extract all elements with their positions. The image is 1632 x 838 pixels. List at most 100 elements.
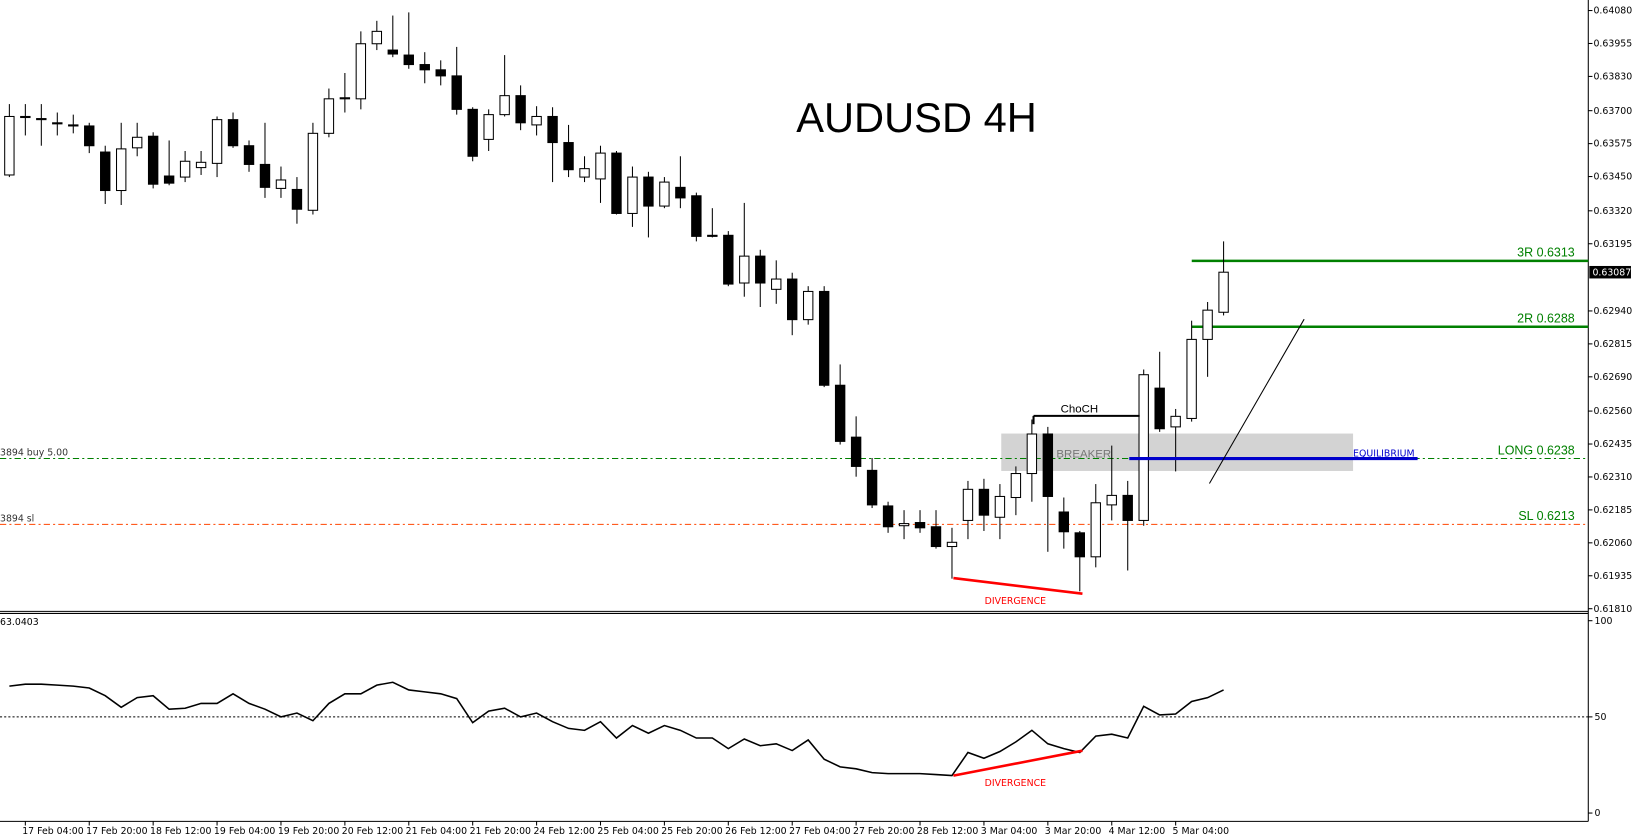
candle-body bbox=[691, 195, 702, 237]
x-tick-label: 5 Mar 04:00 bbox=[1173, 826, 1230, 837]
trend-line bbox=[1208, 318, 1305, 484]
indicator-tick-label: 50 bbox=[1595, 712, 1607, 723]
candle-body bbox=[723, 234, 734, 285]
candle-body bbox=[4, 115, 15, 176]
candle-body bbox=[1154, 387, 1165, 430]
candle-body bbox=[371, 30, 383, 45]
candle-body bbox=[755, 255, 766, 284]
x-tick-label: 21 Feb 04:00 bbox=[406, 826, 467, 837]
candle-body bbox=[115, 148, 127, 192]
candle-body bbox=[179, 160, 191, 178]
candle-body bbox=[323, 98, 335, 134]
candle-body bbox=[1074, 532, 1085, 558]
candle-body bbox=[339, 97, 351, 100]
indicator-label: 63.0403 bbox=[0, 617, 39, 628]
candle-body bbox=[307, 132, 319, 211]
candle-body bbox=[850, 436, 862, 467]
x-tick-label: 17 Feb 20:00 bbox=[86, 826, 147, 837]
candle-body bbox=[243, 145, 255, 165]
y-tick-label: 0.63195 bbox=[1593, 239, 1632, 250]
x-tick-label: 25 Feb 04:00 bbox=[597, 826, 658, 837]
candle-body bbox=[163, 175, 175, 184]
x-tick-label: 3 Mar 20:00 bbox=[1045, 826, 1102, 837]
candle-body bbox=[467, 108, 478, 157]
divergence-line bbox=[953, 576, 1083, 595]
breaker-label: BREAKER bbox=[1056, 448, 1111, 460]
candle-body bbox=[627, 176, 638, 214]
current-price-box bbox=[1589, 265, 1631, 279]
candle-body bbox=[147, 135, 159, 185]
candle-body bbox=[131, 136, 143, 149]
candle-body bbox=[707, 234, 718, 237]
candle-body bbox=[275, 179, 287, 189]
candle-body bbox=[515, 95, 526, 124]
candle-body bbox=[962, 488, 974, 521]
marks: 0.64080 0.63955 0.63830 0.63700 0.63575 0.634… bbox=[0, 6, 1632, 837]
candle-body bbox=[419, 64, 430, 71]
candle-body bbox=[787, 278, 798, 321]
candle-body bbox=[675, 186, 686, 199]
candle-body bbox=[1090, 502, 1101, 558]
candle-body bbox=[1122, 494, 1133, 521]
x-tick-label: 18 Feb 12:00 bbox=[150, 826, 211, 837]
x-tick-label: 28 Feb 12:00 bbox=[917, 826, 978, 837]
level-label: 3R 0.6313 bbox=[1517, 246, 1575, 260]
candle-body bbox=[1010, 473, 1022, 499]
candle-body bbox=[403, 54, 414, 66]
y-tick-label: 0.61935 bbox=[1593, 571, 1632, 582]
y-tick-label: 0.62560 bbox=[1593, 406, 1632, 417]
candle-body bbox=[355, 43, 367, 100]
candle-body bbox=[771, 278, 782, 290]
candle-body bbox=[1202, 309, 1213, 340]
x-tick-label: 4 Mar 12:00 bbox=[1109, 826, 1166, 837]
x-tick-label: 26 Feb 12:00 bbox=[725, 826, 786, 837]
level-label: SL 0.6213 bbox=[1518, 509, 1574, 523]
candle-body bbox=[882, 505, 894, 528]
candle-body bbox=[914, 522, 926, 529]
divergence-line bbox=[953, 749, 1083, 777]
breaker-zone bbox=[1001, 433, 1354, 471]
candle-body bbox=[978, 488, 990, 516]
candle-body bbox=[579, 168, 590, 178]
candle-body bbox=[739, 255, 750, 284]
divergence-label: DIVERGENCE bbox=[985, 596, 1047, 607]
candle-body bbox=[946, 541, 958, 548]
candle-body bbox=[930, 526, 942, 548]
candle-body bbox=[531, 115, 542, 126]
candle-body bbox=[866, 469, 878, 506]
candle-body bbox=[211, 119, 223, 164]
x-tick-label: 25 Feb 20:00 bbox=[661, 826, 722, 837]
choch-label: ChoCH bbox=[1061, 404, 1099, 416]
indicator-tick-label: 0 bbox=[1595, 808, 1601, 819]
y-tick-label: 0.64080 bbox=[1593, 6, 1632, 17]
indicator-line bbox=[9, 681, 1224, 777]
current-price-label: 0.63087 bbox=[1592, 267, 1631, 278]
divergence-label: DIVERGENCE bbox=[985, 778, 1047, 789]
candle-body bbox=[195, 161, 207, 169]
candle-body bbox=[1106, 494, 1117, 506]
candle-body bbox=[387, 49, 399, 55]
candle-body bbox=[1026, 433, 1038, 475]
candle-body bbox=[1186, 338, 1197, 419]
candle-body bbox=[898, 523, 910, 527]
level-label: 2R 0.6288 bbox=[1517, 312, 1575, 326]
candle-body bbox=[1218, 271, 1229, 313]
candle-body bbox=[643, 176, 654, 207]
candle-body bbox=[20, 115, 31, 119]
candle-body bbox=[483, 114, 494, 140]
candle-body bbox=[435, 69, 446, 77]
candle-body bbox=[291, 188, 303, 210]
candle-body bbox=[52, 122, 63, 125]
y-tick-label: 0.62690 bbox=[1593, 372, 1632, 383]
candle-body bbox=[802, 290, 814, 321]
y-tick-label: 0.62060 bbox=[1593, 538, 1632, 549]
indicator-tick-label: 100 bbox=[1595, 616, 1613, 627]
level-label: LONG 0.6238 bbox=[1498, 443, 1575, 457]
y-tick-label: 0.61810 bbox=[1593, 604, 1632, 615]
y-tick-label: 0.63450 bbox=[1593, 172, 1632, 183]
candle-body bbox=[659, 181, 670, 207]
y-tick-label: 0.63700 bbox=[1593, 106, 1632, 117]
candle-body bbox=[227, 119, 239, 147]
candle-body bbox=[1138, 374, 1149, 521]
